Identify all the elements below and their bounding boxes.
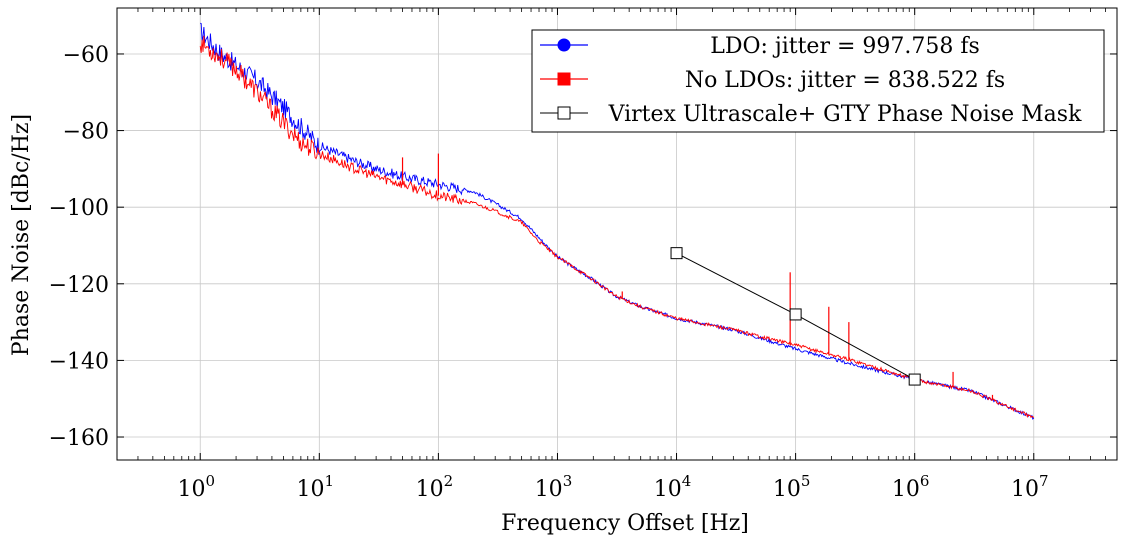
series-mask-point (789, 308, 802, 321)
plot-series (199, 22, 1035, 420)
legend: LDO: jitter = 997.758 fs No LDOs: jitter… (531, 29, 1105, 133)
x-tick-label: 104 (654, 472, 692, 502)
x-tick-label: 102 (416, 472, 454, 502)
x-tick-label: 107 (1011, 472, 1049, 502)
y-tick-label: −80 (63, 120, 109, 145)
plot-frame (116, 7, 1118, 461)
y-tick-label: −140 (49, 349, 109, 374)
legend-entry-no-ldos: No LDOs: jitter = 838.522 fs (540, 68, 1005, 93)
y-axis-label: Phase Noise [dBc/Hz] (9, 114, 34, 356)
legend-label-mask: Virtex Ultrascale+ GTY Phase Noise Mask (608, 102, 1082, 127)
x-tick-label: 101 (297, 472, 335, 502)
series-mask-point (670, 247, 683, 260)
legend-label-ldo: LDO: jitter = 997.758 fs (710, 34, 980, 59)
y-tick-label: −160 (49, 426, 109, 451)
x-tick-label: 103 (535, 472, 573, 502)
x-tick-label: 100 (177, 472, 215, 502)
series-no-ldos-line (199, 35, 1035, 419)
y-tick-label: −120 (49, 273, 109, 298)
y-tick-label: −100 (49, 196, 109, 221)
legend-entry-ldo: LDO: jitter = 997.758 fs (540, 34, 980, 59)
x-axis-label: Frequency Offset [Hz] (501, 511, 749, 536)
y-tick-label: −60 (63, 43, 109, 68)
x-tick-label: 105 (773, 472, 811, 502)
tick-labels: 100 101 102 103 104 105 106 107 −60 −80 −100 −120 −1… (49, 43, 1049, 502)
legend-box (531, 29, 1105, 133)
minor-ticks (116, 8, 1118, 460)
x-tick-label: 106 (892, 472, 930, 502)
series-mask-point (908, 373, 921, 386)
legend-entry-mask: Virtex Ultrascale+ GTY Phase Noise Mask (540, 102, 1082, 127)
legend-label-no-ldos: No LDOs: jitter = 838.522 fs (685, 68, 1005, 93)
